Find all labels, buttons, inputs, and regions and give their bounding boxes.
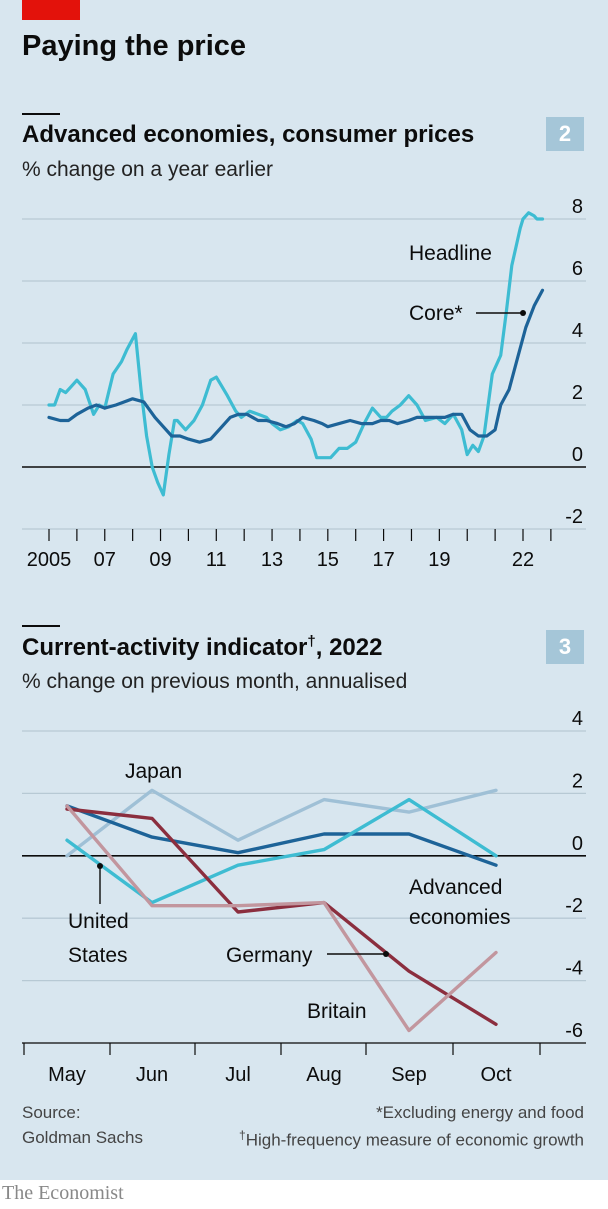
- x-tick-label: May: [48, 1064, 86, 1086]
- chart3-number-badge: 3: [546, 630, 584, 664]
- chart2-plot: 8 6 4 2 0 -2 2005 07 09 11 13 15 17 19 22 Headline Core*: [22, 196, 586, 571]
- y-tick-label: 4: [572, 320, 583, 342]
- us-leader-dot: [97, 863, 103, 869]
- label-japan: Japan: [125, 760, 182, 783]
- label-britain: Britain: [307, 1000, 367, 1023]
- x-tick-label: 11: [206, 549, 227, 571]
- series-line-japan: [65, 788, 498, 858]
- main-title: Paying the price: [22, 30, 247, 62]
- source-label: Source:: [22, 1103, 81, 1122]
- y-tick-label: 0: [572, 444, 583, 466]
- source-name: Goldman Sachs: [22, 1128, 143, 1147]
- x-tick-label: 07: [94, 549, 116, 571]
- series-line-britain: [65, 804, 498, 1033]
- y-tick-label: 6: [572, 258, 583, 280]
- x-tick-label: Jul: [225, 1064, 251, 1086]
- y-tick-label: -6: [565, 1020, 583, 1042]
- chart3-subtitle: % change on previous month, annualised: [22, 670, 408, 693]
- y-tick-label: -4: [565, 958, 583, 980]
- footnote-indicator: †High-frequency measure of economic grow…: [239, 1128, 584, 1150]
- x-tick-label: 2005: [27, 549, 72, 571]
- x-tick-label: Aug: [306, 1064, 342, 1086]
- y-tick-label: 4: [572, 708, 583, 730]
- series-line-advanced-economies: [65, 804, 498, 867]
- label-united: United: [68, 910, 129, 933]
- y-tick-label: -2: [565, 506, 583, 528]
- chart3-plot: 4 2 0 -2 -4 -6 May Jun Jul Aug Sep Oct Japan Advanced…: [22, 708, 586, 1086]
- chart2-title-rule: [22, 113, 60, 115]
- footnote-core: *Excluding energy and food: [376, 1103, 584, 1122]
- brand-red-bar: [22, 0, 80, 20]
- x-tick-label: 17: [372, 549, 394, 571]
- series-line-united-states: [65, 797, 498, 905]
- label-economies: economies: [409, 906, 511, 929]
- chart3-title: Current-activity indicator†, 2022: [22, 633, 383, 661]
- label-germany: Germany: [226, 944, 313, 967]
- label-states: States: [68, 944, 128, 967]
- chart2-title: Advanced economies, consumer prices: [22, 121, 475, 148]
- germany-leader-dot: [383, 951, 389, 957]
- series-line-germany: [65, 807, 498, 1027]
- chart-panel: Paying the price Advanced economies, con…: [0, 0, 608, 1180]
- y-tick-label: 8: [572, 196, 583, 218]
- x-tick-label: 15: [317, 549, 339, 571]
- series-line-core: [47, 288, 545, 444]
- y-tick-label: 2: [572, 770, 583, 792]
- label-core: Core*: [409, 302, 463, 325]
- y-tick-label: 2: [572, 382, 583, 404]
- chart3-title-rule: [22, 625, 60, 627]
- x-tick-label: 13: [261, 549, 283, 571]
- chart2-number-badge: 2: [546, 117, 584, 151]
- x-tick-label: 22: [512, 549, 534, 571]
- x-tick-label: 09: [149, 549, 171, 571]
- economist-logo-text: The Economist: [2, 1182, 124, 1204]
- y-tick-label: -2: [565, 895, 583, 917]
- x-tick-label: Sep: [391, 1064, 427, 1086]
- x-tick-label: Oct: [480, 1064, 512, 1086]
- label-headline: Headline: [409, 242, 492, 265]
- x-tick-label: 19: [428, 549, 450, 571]
- chart2-subtitle: % change on a year earlier: [22, 158, 273, 181]
- y-tick-label: 0: [572, 833, 583, 855]
- label-advanced: Advanced: [409, 876, 502, 899]
- core-leader-dot: [520, 310, 526, 316]
- x-tick-label: Jun: [136, 1064, 168, 1086]
